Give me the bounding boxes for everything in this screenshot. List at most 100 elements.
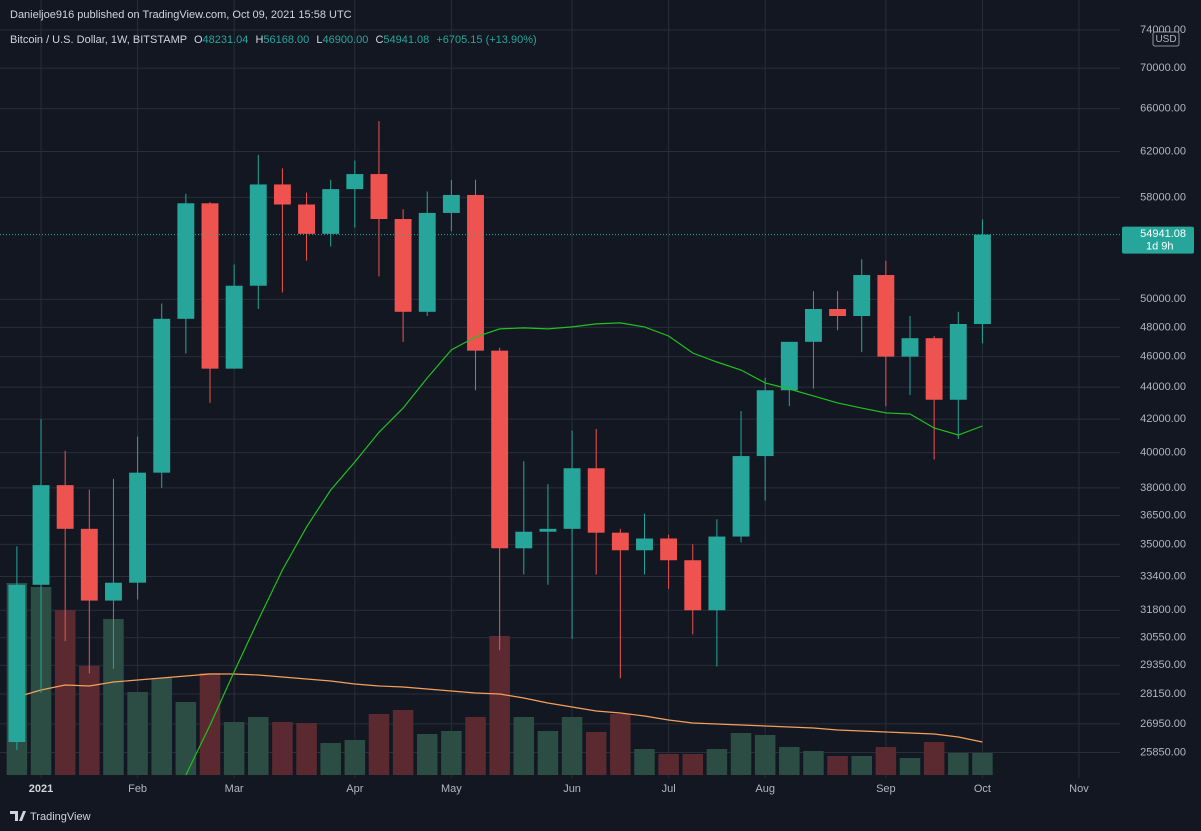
volume-bar [899,758,921,775]
volume-bar [248,717,269,775]
volume-bar [272,722,293,775]
candle-body [853,275,871,317]
candle-body [80,528,98,601]
x-tick-label: 2021 [29,783,53,795]
volume-bar [54,610,76,775]
candle-body [418,212,436,312]
volume-bar [320,743,341,775]
candle-body [877,275,895,357]
candle-body [901,338,919,357]
y-tick-label: 31800.00 [1140,604,1186,616]
last-price-tag [1122,226,1194,254]
candle-body [442,194,460,213]
y-tick-label: 70000.00 [1140,62,1186,74]
legend-value: 46900.00 [322,34,368,46]
logo-icon [10,811,26,821]
legend-key: H [255,34,263,46]
legend-value: 56168.00 [263,34,309,46]
volume-bar [344,740,366,775]
volume-bar [803,751,824,775]
volume-bar [706,749,728,775]
candle-body [177,203,195,319]
x-tick-label: Jun [563,783,581,795]
currency-badge [1152,31,1180,47]
y-tick-label: 48000.00 [1140,321,1186,333]
y-tick-label: 66000.00 [1140,102,1186,114]
volume-bar [827,756,848,775]
candle-body [346,174,364,190]
candle-body [949,323,967,400]
volume-bar [368,714,390,775]
volume-bar [561,717,583,775]
candle-body [539,528,557,532]
candle-body [273,184,291,205]
candle-body [8,584,26,743]
volume-bar [851,756,872,775]
y-tick-label: 29350.00 [1140,659,1186,671]
branding-text: TradingView [30,811,91,823]
y-tick-label: 30550.00 [1140,632,1186,644]
x-tick-label: Jul [662,783,676,795]
symbol-title: Bitcoin / U.S. Dollar, 1W, BITSTAMP [10,34,187,46]
candle-body [129,472,147,583]
volume-bar [972,753,993,775]
y-tick-label: 40000.00 [1140,447,1186,459]
symbol-legend: Bitcoin / U.S. Dollar, 1W, BITSTAMP O482… [10,34,537,46]
volume-bar [416,734,438,775]
volume-bar [585,732,607,775]
y-tick-label: 62000.00 [1140,145,1186,157]
volume-bar [610,714,631,775]
volume-bar [489,636,510,775]
x-tick-label: Apr [346,783,363,795]
y-tick-label: 25850.00 [1140,746,1186,758]
x-tick-label: Mar [225,783,244,795]
legend-value: 48231.04 [203,34,249,46]
candle-body [780,341,798,391]
y-tick-label: 36500.00 [1140,509,1186,521]
volume-bar [754,735,776,775]
legend-value: 54941.08 [383,34,429,46]
volume-bar [441,731,462,775]
volume-bar [875,747,897,775]
volume-bar [296,723,317,775]
volume-moving-average [16,673,983,743]
legend-change: +6705.15 (+13.90%) [436,34,536,46]
volume-bar [779,747,800,775]
volume-bar [513,717,535,775]
candle-body [708,536,726,611]
publisher-line: Danieljoe916 published on TradingView.co… [10,9,352,21]
legend-key: L [316,34,322,46]
candle-body [32,485,50,585]
y-tick-label: 58000.00 [1140,191,1186,203]
x-tick-label: Nov [1069,783,1089,795]
volume-bar [682,754,704,775]
candle-body [153,318,171,473]
x-tick-label: Sep [876,783,896,795]
volume-bar [127,692,148,775]
y-tick-label: 35000.00 [1140,538,1186,550]
volume-bar [465,717,486,775]
volume-bar [392,710,414,775]
candle-body [732,456,750,537]
moving-average [185,322,983,776]
last-price-label: 54941.08 [1140,228,1186,240]
candle-body [322,189,340,234]
candle-body [973,234,991,325]
y-tick-label: 38000.00 [1140,482,1186,494]
legend-key: C [375,34,383,46]
x-tick-label: Aug [755,783,775,795]
candle-body [756,390,774,457]
volume-bar [79,666,100,775]
y-tick-label: 50000.00 [1140,293,1186,305]
candle-body [515,531,533,549]
x-tick-label: Oct [974,783,991,795]
y-tick-label: 33400.00 [1140,570,1186,582]
volume-bar [151,678,172,775]
volume-bar [103,619,124,775]
legend-key: O [194,34,203,46]
volume-bar [948,753,969,775]
candle-body [925,338,943,400]
bar-countdown: 1d 9h [1146,240,1174,252]
candle-body [684,560,702,611]
